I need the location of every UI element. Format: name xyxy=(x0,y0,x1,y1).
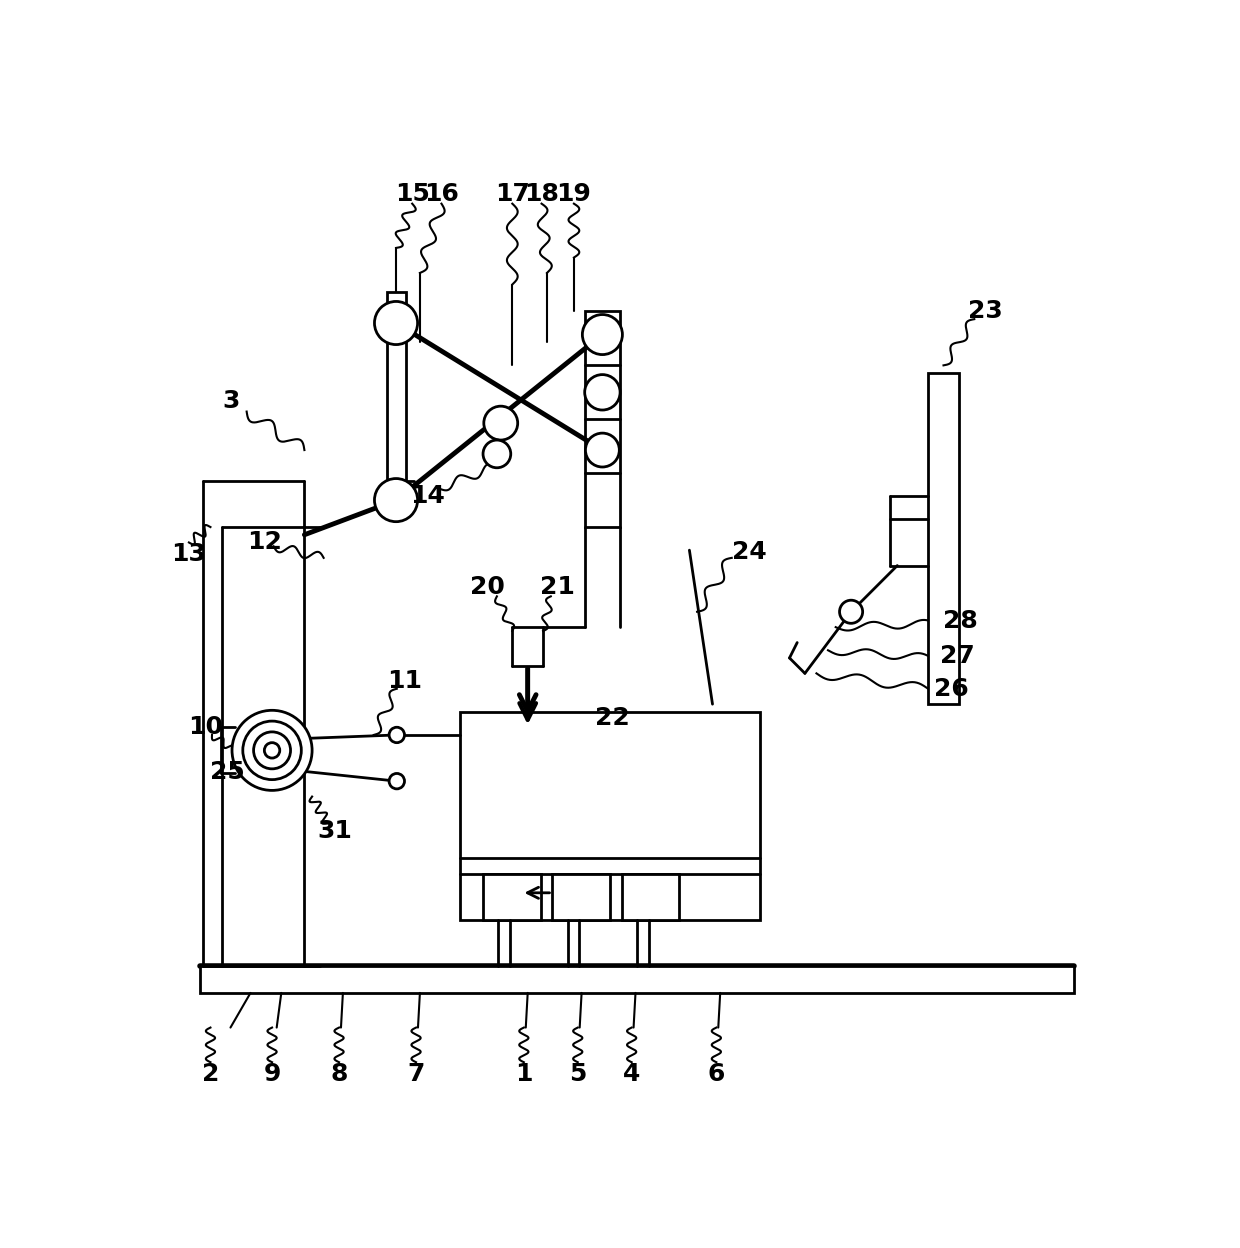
Bar xyxy=(201,966,1074,993)
Circle shape xyxy=(484,406,517,441)
Bar xyxy=(585,312,620,527)
Bar xyxy=(928,373,959,704)
Text: 4: 4 xyxy=(622,1062,640,1086)
Text: 6: 6 xyxy=(708,1062,725,1086)
Text: 16: 16 xyxy=(424,182,459,206)
Circle shape xyxy=(389,774,404,789)
Text: 13: 13 xyxy=(171,542,206,567)
Text: 26: 26 xyxy=(934,676,968,701)
Text: 7: 7 xyxy=(408,1062,425,1086)
Text: 20: 20 xyxy=(470,575,505,599)
Text: 27: 27 xyxy=(940,644,975,669)
Circle shape xyxy=(585,433,619,467)
Circle shape xyxy=(839,600,863,623)
Text: 14: 14 xyxy=(410,484,445,508)
Circle shape xyxy=(243,721,301,780)
Bar xyxy=(552,874,610,920)
Text: 21: 21 xyxy=(539,575,574,599)
Circle shape xyxy=(374,302,418,344)
Circle shape xyxy=(583,314,622,354)
Circle shape xyxy=(389,728,404,743)
Text: 12: 12 xyxy=(247,530,281,554)
Text: 25: 25 xyxy=(210,760,244,784)
Text: 15: 15 xyxy=(394,182,429,206)
Circle shape xyxy=(264,743,280,758)
Text: 23: 23 xyxy=(968,300,1003,323)
Text: 1: 1 xyxy=(515,1062,533,1086)
Text: 17: 17 xyxy=(495,182,529,206)
Text: 31: 31 xyxy=(317,819,352,844)
Text: 8: 8 xyxy=(330,1062,347,1086)
Text: 3: 3 xyxy=(222,389,239,413)
Text: 11: 11 xyxy=(387,669,422,693)
Circle shape xyxy=(232,710,312,790)
Bar xyxy=(484,874,541,920)
Circle shape xyxy=(484,441,511,468)
Bar xyxy=(387,292,405,504)
Circle shape xyxy=(253,731,290,769)
Text: 2: 2 xyxy=(202,1062,219,1086)
Text: 22: 22 xyxy=(595,706,630,730)
Circle shape xyxy=(374,478,418,522)
Circle shape xyxy=(585,374,620,411)
Text: 5: 5 xyxy=(569,1062,587,1086)
Text: 19: 19 xyxy=(557,182,591,206)
Text: 24: 24 xyxy=(732,539,766,564)
Text: 10: 10 xyxy=(188,715,223,739)
Text: 18: 18 xyxy=(525,182,559,206)
Text: 9: 9 xyxy=(263,1062,280,1086)
Bar xyxy=(621,874,680,920)
Text: 28: 28 xyxy=(944,609,978,633)
Bar xyxy=(460,711,760,920)
